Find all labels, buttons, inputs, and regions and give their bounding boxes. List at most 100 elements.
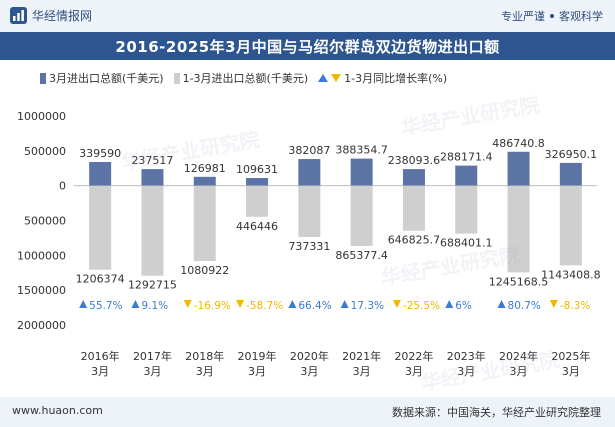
bar-march [89,162,112,186]
y-tick-label: 1000000 [17,110,66,123]
bar-ytd [89,185,112,270]
data-label-growth: -58.7% [246,300,283,312]
bar-ytd [193,185,216,261]
data-label-march: 486740.8 [492,137,545,150]
triangle-down-icon [331,74,342,82]
growth-up-marker [288,300,297,308]
tagline-right: 客观科学 [559,10,603,23]
x-tick-label: 2019年 [238,349,277,363]
footer-source: 数据来源：中国海关，华经产业研究院整理 [392,406,601,419]
y-tick-label: 500000 [24,145,66,158]
y-tick-label: 1000000 [17,249,66,262]
bar-march [193,176,216,186]
y-tick-label: 1500000 [17,284,66,297]
x-tick-label: 3月 [196,365,214,378]
data-label-ytd: 737331 [288,240,330,253]
legend-swatch-ytd [173,72,180,84]
footer-bar: www.huaon.com 数据来源：中国海关，华经产业研究院整理 [0,397,615,427]
x-tick-label: 3月 [300,365,318,378]
legend-item-march[interactable]: 3月进出口总额(千美元) [40,70,164,86]
data-label-ytd: 1245168.5 [489,275,549,288]
huajing-logo-icon [10,7,27,24]
legend-label-growth: 1-3月同比增长率(%) [344,72,448,85]
data-label-growth: 17.3% [351,300,384,312]
growth-down-marker [183,300,192,308]
x-tick-label: 2025年 [551,349,590,363]
x-tick-label: 2016年 [81,349,120,363]
data-label-march: 237517 [131,154,173,167]
data-label-march: 339590 [79,147,121,160]
bar-march [507,151,530,186]
title-bar: 2016-2025年3月中国与马绍尔群岛双边货物进出口额 [0,32,615,60]
bar-march [402,169,425,186]
data-label-ytd: 1292715 [128,279,177,292]
footer-website-link[interactable]: www.huaon.com [12,404,103,417]
growth-up-marker [445,300,454,308]
x-tick-label: 2022年 [394,349,433,363]
x-tick-label: 2021年 [342,349,381,363]
growth-down-marker [236,300,245,308]
growth-up-marker [79,300,88,308]
triangle-up-icon [318,74,329,82]
bar-ytd [141,185,164,276]
growth-up-marker [340,300,349,308]
x-tick-label: 2018年 [185,349,224,363]
data-label-growth: -16.9% [194,300,231,312]
bar-ytd [246,185,269,217]
growth-up-marker [497,300,506,308]
bar-march [455,165,478,186]
data-label-growth: 55.7% [89,300,122,312]
legend-swatch-march [40,72,46,84]
bar-ytd [559,185,582,266]
data-label-growth: 66.4% [298,300,331,312]
x-tick-label: 3月 [91,365,109,378]
y-tick-label: 500000 [24,215,66,228]
data-label-growth: 80.7% [508,300,541,312]
x-tick-label: 2020年 [290,349,329,363]
x-tick-label: 2024年 [499,349,538,363]
data-label-ytd: 688401.1 [440,237,493,250]
data-label-march: 288171.4 [440,151,493,164]
bar-march [141,169,164,186]
legend-label-march: 3月进出口总额(千美元) [49,72,164,85]
data-label-march: 326950.1 [545,148,598,161]
brand[interactable]: 华经情报网 [10,7,92,24]
data-label-march: 126981 [184,162,226,175]
chart-plot: 1000000 500000 0 500000 1000000 1500000 200000… [17,110,601,378]
x-tick-label: 3月 [353,365,371,378]
bar-ytd [350,185,373,246]
legend-item-growth[interactable]: 1-3月同比增长率(%) [318,70,447,86]
data-label-ytd: 446446 [236,220,278,233]
chart-title: 2016-2025年3月中国与马绍尔群岛双边货物进出口额 [115,37,500,56]
x-tick-label: 3月 [510,365,528,378]
x-tick-label: 3月 [562,365,580,378]
bar-ytd [298,185,321,238]
data-label-march: 238093.6 [388,154,441,167]
legend-label-ytd: 1-3月进出口总额(千美元) [182,72,309,85]
bar-ytd [455,185,478,234]
y-tick-label: 2000000 [17,319,66,332]
data-label-march: 388354.7 [335,144,388,157]
brand-name: 华经情报网 [32,9,93,23]
data-label-ytd: 1206374 [76,273,125,286]
data-label-ytd: 1143408.8 [541,268,601,281]
bar-march [246,178,269,186]
tagline-separator-dot [550,14,554,18]
x-tick-label: 3月 [405,365,423,378]
bar-ytd [402,185,425,231]
legend-item-ytd[interactable]: 1-3月进出口总额(千美元) [173,70,309,86]
data-label-growth: -8.3% [560,300,590,312]
growth-down-marker [392,300,401,308]
x-tick-label: 3月 [457,365,475,378]
bar-march [298,159,321,186]
y-tick-label: 0 [59,180,66,193]
data-label-growth: 6% [455,300,472,312]
growth-down-marker [549,300,558,308]
data-label-march: 109631 [236,163,278,176]
growth-up-marker [131,300,140,308]
chart-legend: 3月进出口总额(千美元) 1-3月进出口总额(千美元) 1-3月同比增长率(%) [40,70,447,86]
x-tick-label: 3月 [143,365,161,378]
data-label-growth: 9.1% [141,300,168,312]
bar-march [350,158,373,186]
data-label-march: 382087 [288,144,330,157]
